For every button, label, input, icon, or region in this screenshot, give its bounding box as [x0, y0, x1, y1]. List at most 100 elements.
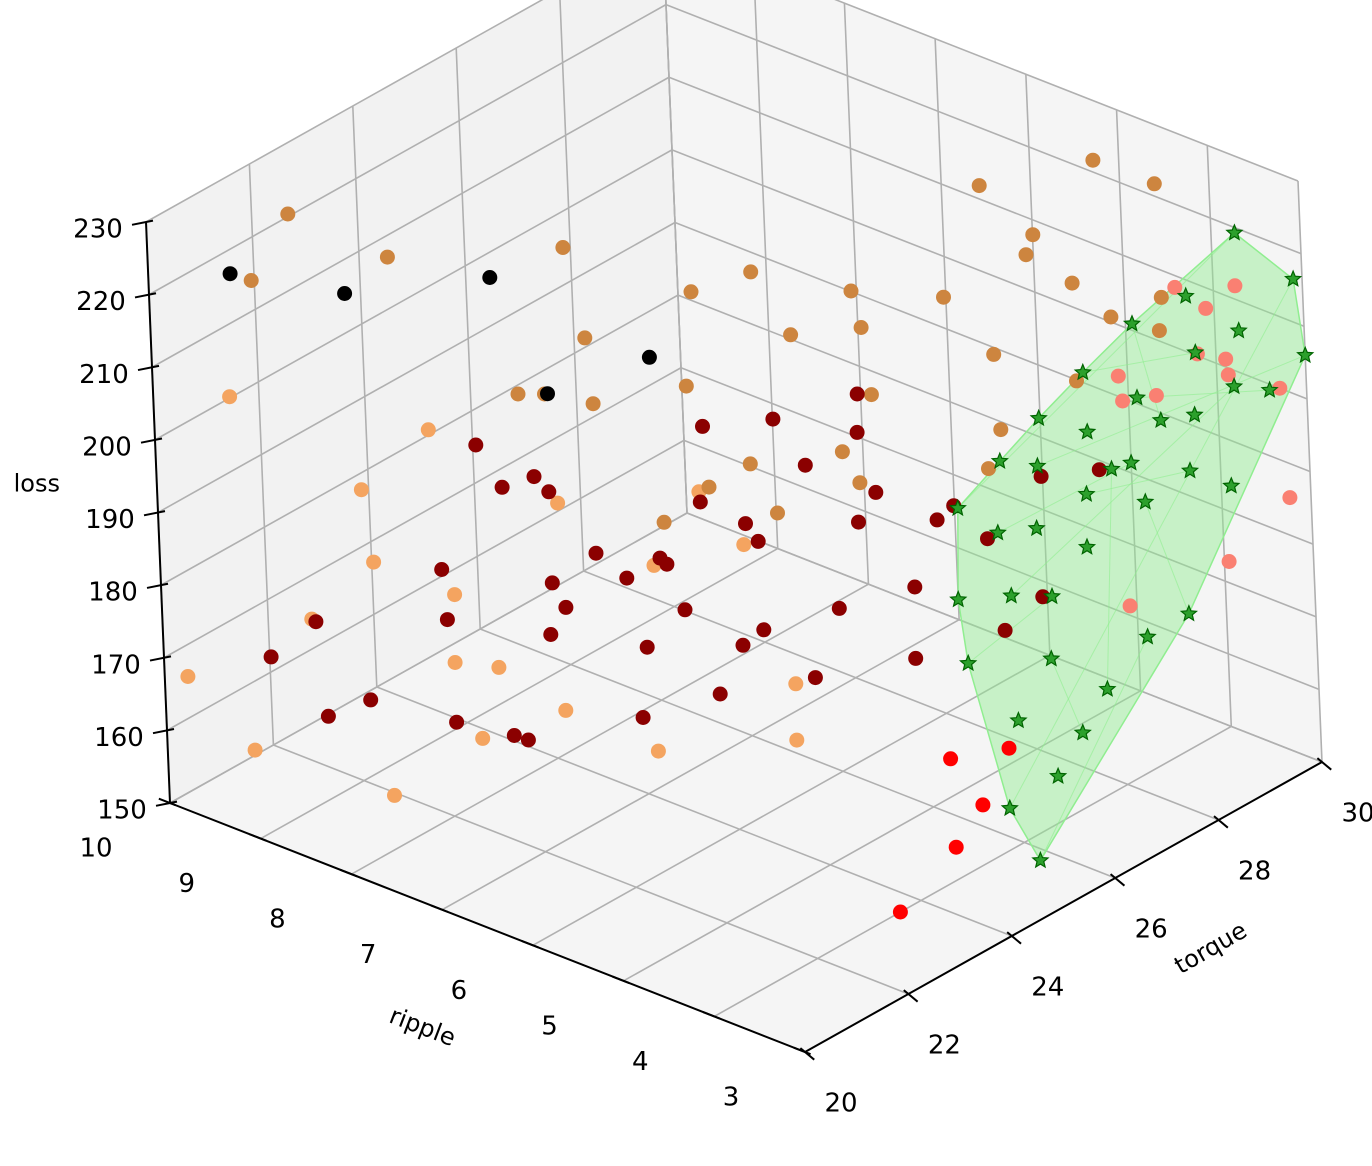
data-point	[852, 475, 868, 491]
grid-line-z-back	[157, 221, 676, 514]
star-point	[1042, 586, 1062, 605]
z-tick-label-mark	[152, 727, 175, 735]
data-point	[320, 708, 336, 724]
data-point	[1085, 152, 1101, 168]
x-tick-label: 26	[1135, 915, 1168, 945]
data-point	[683, 284, 699, 300]
data-point	[678, 378, 694, 394]
hull-edge	[1050, 658, 1084, 733]
star-point	[1186, 343, 1205, 361]
data-point	[482, 270, 498, 285]
hull-surface	[957, 231, 1306, 862]
data-point	[543, 627, 559, 642]
y-tick-label: 8	[269, 905, 286, 935]
floor-pane	[170, 513, 1322, 1052]
star-point	[1042, 649, 1061, 667]
data-point	[1122, 598, 1138, 614]
y-tick-label: 9	[178, 869, 195, 899]
star-point	[1049, 766, 1068, 784]
hull-edge	[1010, 386, 1235, 597]
star-point	[1102, 459, 1121, 477]
x-tick-label-mark	[1316, 757, 1332, 771]
hull-edge	[1131, 323, 1162, 421]
x-tick-label-mark	[1213, 815, 1229, 829]
y-axis-label: ripple	[386, 1001, 460, 1052]
data-point	[588, 545, 604, 561]
x-tick-label-mark	[903, 989, 919, 1003]
grid-line-z-back	[154, 149, 673, 441]
z-tick-label-mark	[146, 582, 169, 589]
y-tick-label-mark	[793, 1046, 811, 1056]
data-point	[363, 692, 379, 708]
data-point	[447, 655, 463, 670]
grid-line-y-floor	[713, 725, 1232, 1018]
data-point	[853, 320, 869, 335]
y-tick-label-mark	[249, 833, 267, 842]
data-point	[971, 178, 987, 194]
tick-labels: 20 22 24 26 28 30 3 4 5 6 7 8 9 10 150 160 170 180 190 200 2…	[73, 215, 1372, 1119]
hull-edge	[1144, 501, 1190, 614]
hull-edge	[1039, 636, 1149, 861]
x-tick-label-mark	[1109, 873, 1126, 887]
data-point	[783, 327, 799, 343]
z-tick-label: 170	[91, 650, 141, 680]
z-tick-label: 180	[88, 578, 138, 608]
data-point	[491, 659, 507, 675]
data-point	[180, 669, 196, 684]
data-point	[868, 484, 884, 500]
data-point	[1272, 380, 1288, 396]
star-point	[1027, 518, 1046, 537]
star-point	[1225, 223, 1244, 241]
data-point	[851, 514, 866, 530]
data-points	[180, 152, 1315, 920]
grid-line-z-back	[160, 294, 679, 586]
data-point	[849, 424, 865, 440]
hull-edge	[1009, 278, 1294, 809]
data-point	[929, 512, 945, 528]
data-point	[387, 787, 402, 803]
data-point	[1167, 279, 1183, 295]
data-point	[701, 479, 717, 495]
data-point	[1148, 388, 1164, 403]
data-point	[506, 728, 522, 743]
y-tick-label: 6	[451, 976, 468, 1006]
grid-edge	[665, 0, 688, 514]
x-tick-label-mark	[1006, 931, 1022, 945]
grid-line-y-floor	[623, 690, 1141, 982]
data-point	[449, 714, 465, 730]
data-point	[770, 505, 785, 521]
data-point	[936, 289, 951, 305]
data-point	[555, 240, 571, 255]
star-point	[1138, 627, 1157, 645]
data-point	[943, 751, 959, 767]
star-point	[1009, 711, 1028, 729]
data-point	[656, 514, 672, 530]
data-point	[475, 730, 491, 746]
data-point	[1115, 393, 1131, 409]
star-point	[1185, 405, 1204, 423]
data-point	[558, 599, 574, 615]
y-tick-label-mark	[702, 1011, 721, 1020]
data-point	[1218, 351, 1234, 367]
hull-edge	[1106, 469, 1113, 690]
star-point	[1122, 314, 1142, 332]
y-tick-label: 10	[79, 834, 112, 864]
data-point	[1220, 367, 1236, 383]
data-point	[712, 686, 728, 702]
data-point	[1025, 227, 1041, 243]
grid-line-x-floor	[479, 628, 1116, 879]
grid-line-y-floor	[532, 654, 1051, 946]
data-point	[544, 575, 560, 591]
data-point	[831, 600, 847, 616]
data-point	[1064, 275, 1080, 291]
z-tick-label-mark	[143, 510, 166, 517]
grid-line-y-floor	[260, 547, 779, 840]
y-tick-label-mark	[521, 940, 539, 949]
star-point	[1260, 380, 1279, 398]
data-point	[750, 533, 766, 549]
data-point	[337, 286, 353, 301]
star-point	[1002, 586, 1021, 604]
hull-edge	[1086, 470, 1191, 495]
z-tick-label: 200	[82, 432, 132, 462]
